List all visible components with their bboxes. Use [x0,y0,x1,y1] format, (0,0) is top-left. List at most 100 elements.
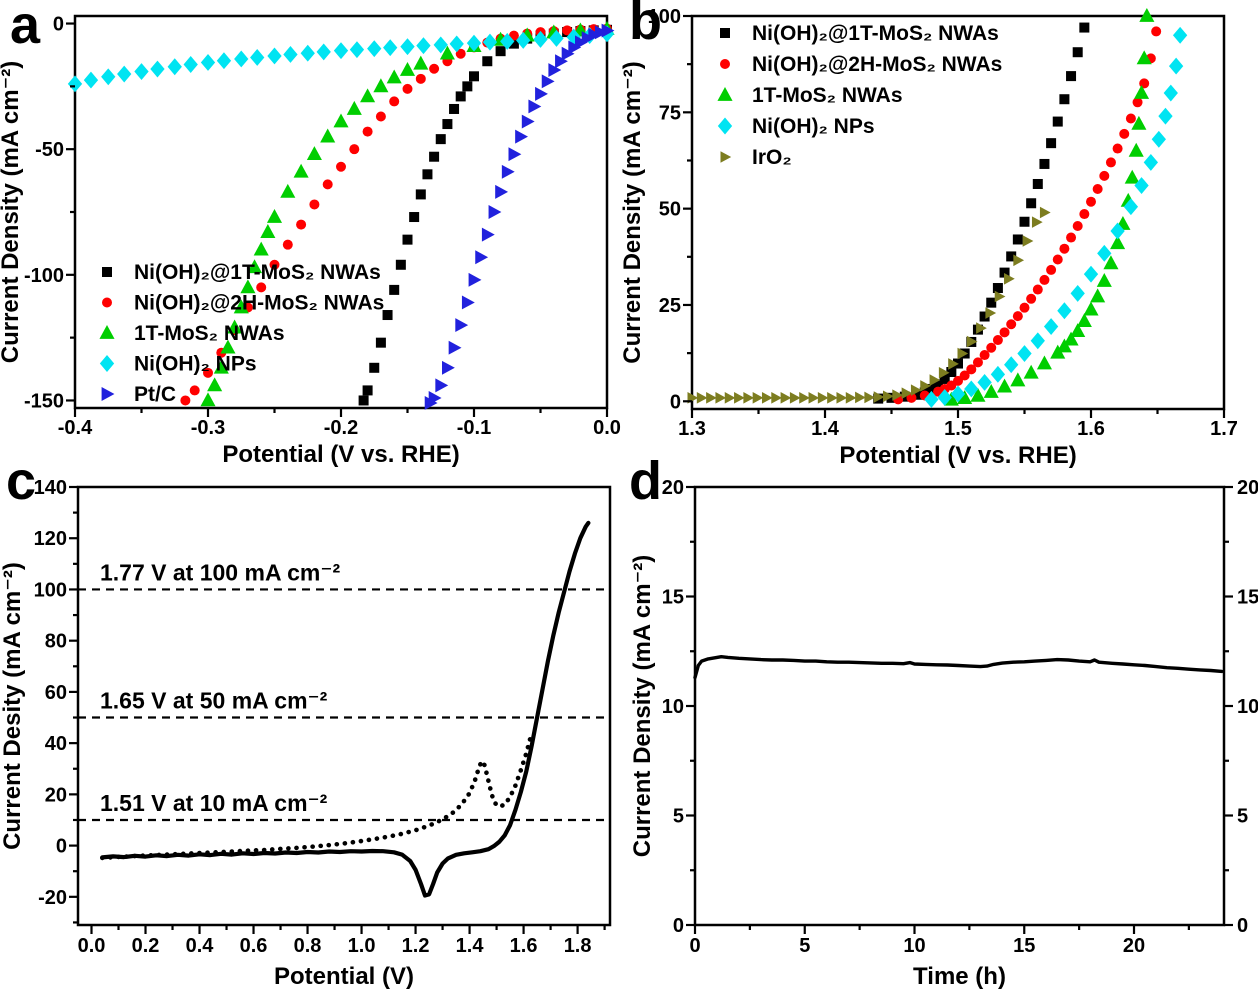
x-tick-label: 10 [903,935,925,957]
annotation-label: 1.77 V at 100 mA cm⁻² [100,559,340,585]
x-tick-label: -0.4 [58,417,93,439]
axis-ticks: 1.3 1.4 1.5 1.6 1.7 0 25 50 75 100 [648,6,1238,440]
panel-d: 0 5 10 15 20 0 5 10 15 20 0 5 10 15 20 Time (h) Current … [629,477,1258,990]
axis-ticks: -0.4 -0.3 -0.2 -0.1 0.0 0 -50 -100 -150 [24,14,621,439]
y-tick-label: -20 [38,887,67,909]
x-axis-label: Time (h) [913,963,1006,990]
x-tick-label: 1.0 [348,935,376,957]
x-tick-label: 1.3 [678,418,706,440]
y-tick-label: 20 [45,784,67,806]
y-tick-label: -100 [24,265,64,287]
axis-ticks: 0 5 10 15 20 0 5 10 15 20 0 5 10 15 20 [662,477,1258,957]
series-chronoamperometric-stability [693,655,1224,680]
y-axis-label: Current Density (mA cm⁻²) [0,61,24,363]
y-tick-label: 10 [662,696,684,718]
series-cv-scan-solid [100,520,591,898]
y-tick-label: 0 [673,915,684,937]
y-axis-label: Current Desity (mA cm⁻²) [0,562,26,850]
x-tick-label: 1.7 [1210,418,1238,440]
right-y-tick-label: 10 [1237,696,1258,718]
x-tick-label: 0 [689,935,700,957]
x-tick-label: -0.1 [457,417,491,439]
legend-label: Ni(OH)₂@1T-MoS₂ NWAs [752,22,999,45]
panel-letter-d: d [629,451,662,511]
series-ni-oh-nps [924,26,1188,408]
x-axis-label: Potential (V vs. RHE) [222,441,459,468]
x-tick-label: 1.4 [811,418,840,440]
legend-label: Ni(OH)₂@2H-MoS₂ NWAs [134,292,384,315]
x-tick-label: 0.0 [593,417,621,439]
legend-label: 1T-MoS₂ NWAs [134,322,285,345]
x-tick-label: 0.6 [240,935,268,957]
y-tick-label: 0 [56,836,67,858]
legend: Ni(OH)₂@1T-MoS₂ NWAs Ni(OH)₂@2H-MoS₂ NWAs… [99,261,384,406]
x-tick-label: 20 [1123,935,1145,957]
series-cv-forward-scan-dotted [100,730,535,861]
x-tick-label: 1.2 [402,935,430,957]
x-tick-label: 1.4 [456,935,485,957]
panel-b: 1.3 1.4 1.5 1.6 1.7 0 25 50 75 100 Potential (V vs… [619,6,1238,469]
y-axis-label: Current Density (mA cm⁻²) [619,61,646,363]
y-tick-label: -150 [24,390,64,412]
right-y-tick-label: 0 [1237,915,1248,937]
axes-frame [73,14,609,410]
y-tick-label: 100 [648,6,681,28]
y-tick-label: 15 [662,587,684,609]
right-y-tick-label: 15 [1237,587,1258,609]
x-tick-label: 1.6 [1077,418,1105,440]
legend-label: Ni(OH)₂@1T-MoS₂ NWAs [134,261,381,284]
x-tick-label: 1.5 [944,418,972,440]
y-tick-label: 20 [662,477,684,499]
series-ni-oh-2h-mos-nwas [893,26,1162,405]
legend: Ni(OH)₂@1T-MoS₂ NWAs Ni(OH)₂@2H-MoS₂ NWAs… [717,22,1002,169]
annotation-label: 1.65 V at 50 mA cm⁻² [100,688,328,714]
x-tick-label: 15 [1013,935,1035,957]
series-iro [687,206,1051,404]
x-tick-label: 0.0 [78,935,106,957]
y-tick-label: 50 [659,199,681,221]
series-pt-c [424,23,615,410]
right-y-tick-label: 20 [1237,477,1258,499]
y-tick-label: 60 [45,682,67,704]
x-tick-label: 1.6 [510,935,538,957]
y-tick-label: 120 [34,528,67,550]
y-tick-label: 0 [53,14,64,36]
panel-letter-c: c [6,451,37,511]
y-tick-label: 75 [659,102,681,124]
y-axis-label: Current Density (mA cm⁻²) [629,555,656,857]
x-axis-label: Potential (V) [274,963,414,990]
panel-letter-a: a [10,0,41,55]
y-tick-label: 80 [45,631,67,653]
x-tick-label: -0.3 [191,417,225,439]
x-tick-label: 1.8 [564,935,592,957]
series-1t-mos-nwas [200,21,615,407]
y-tick-label: 0 [670,391,681,413]
series-ni-oh-nps [67,25,615,93]
y-tick-label: -50 [35,139,64,161]
x-tick-label: 5 [799,935,810,957]
x-tick-label: 0.2 [132,935,160,957]
panel-c: 1.77 V at 100 mA cm⁻² 1.65 V at 50 mA cm⁻… [0,477,612,990]
y-tick-label: 5 [673,806,684,828]
x-tick-label: 0.4 [186,935,215,957]
axis-ticks: 0.0 0.2 0.4 0.6 0.8 1.0 1.2 1.4 1.6 1.8 -20 0 20 40 60… [34,477,606,957]
axes-frame [693,485,1226,927]
x-tick-label: 0.8 [294,935,322,957]
panel-a: -0.4 -0.3 -0.2 -0.1 0.0 0 -50 -100 -150 Potential… [0,14,621,468]
y-tick-label: 140 [34,477,67,499]
y-tick-label: 100 [34,579,67,601]
y-tick-label: 25 [659,295,681,317]
axes-frame [76,485,612,927]
legend-label: IrO₂ [752,146,792,169]
panel-letter-b: b [629,0,662,51]
y-tick-label: 40 [45,733,67,755]
legend-label: Ni(OH)₂ NPs [752,115,875,138]
annotation-label: 1.51 V at 10 mA cm⁻² [100,790,328,816]
legend-label: 1T-MoS₂ NWAs [752,84,903,107]
x-tick-label: -0.2 [324,417,358,439]
legend-label: Ni(OH)₂@2H-MoS₂ NWAs [752,53,1002,76]
right-y-tick-label: 5 [1237,806,1248,828]
legend-label: Ni(OH)₂ NPs [134,353,257,376]
